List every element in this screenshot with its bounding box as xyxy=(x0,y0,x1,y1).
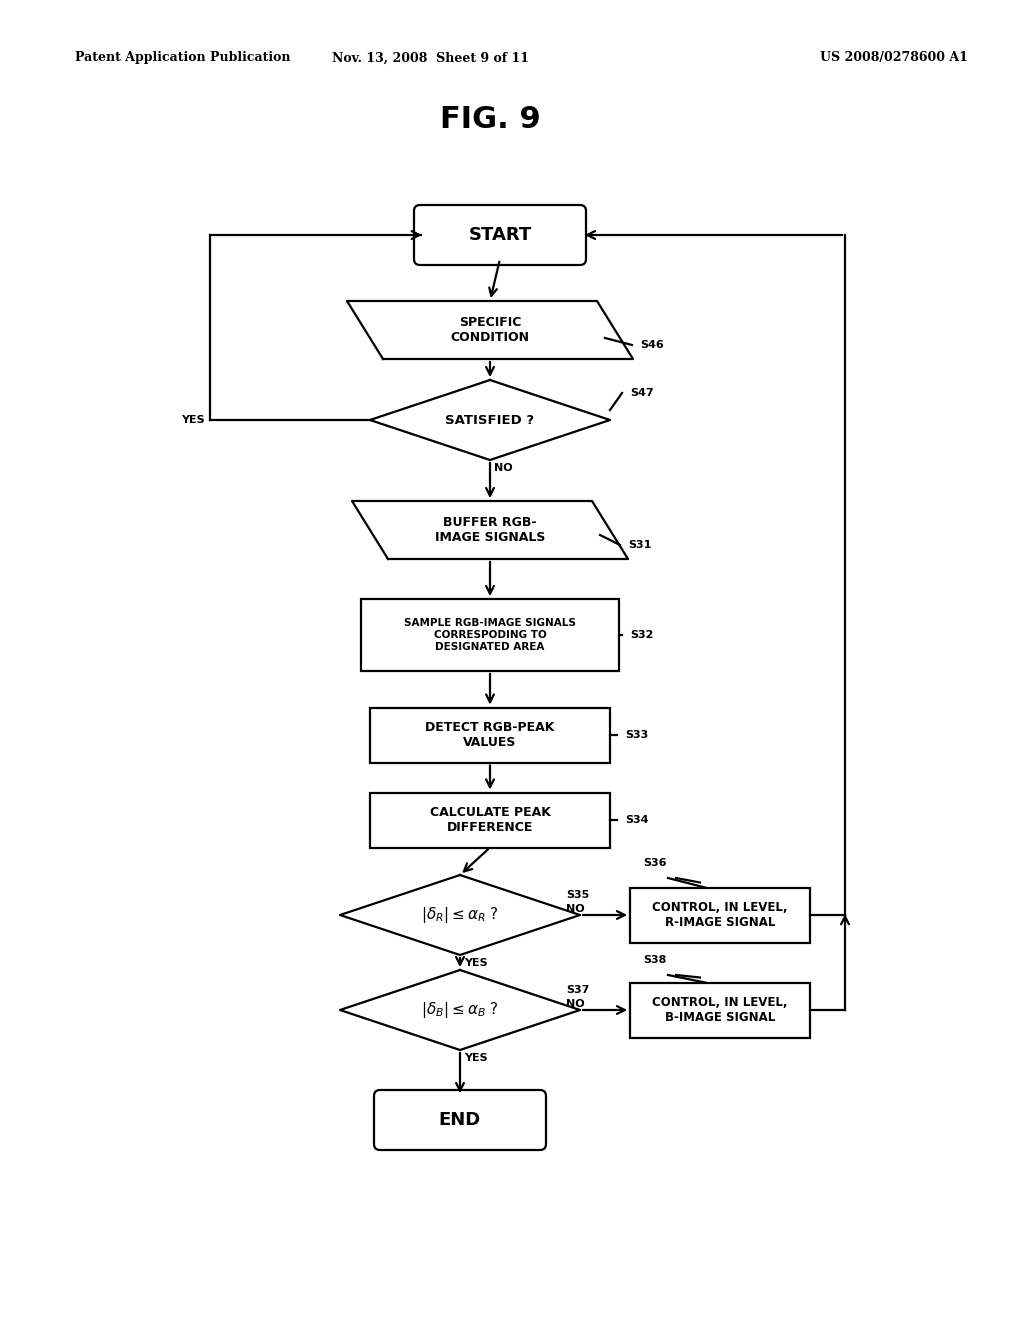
Text: SAMPLE RGB-IMAGE SIGNALS
CORRESPODING TO
DESIGNATED AREA: SAMPLE RGB-IMAGE SIGNALS CORRESPODING TO… xyxy=(404,618,575,652)
Polygon shape xyxy=(340,875,580,954)
Text: DETECT RGB-PEAK
VALUES: DETECT RGB-PEAK VALUES xyxy=(425,721,555,748)
Text: START: START xyxy=(468,226,531,244)
Bar xyxy=(630,887,810,942)
Text: $|\delta_B| \leq \alpha_B$ ?: $|\delta_B| \leq \alpha_B$ ? xyxy=(421,1001,499,1020)
Text: NO: NO xyxy=(566,904,585,913)
Bar xyxy=(370,792,610,847)
Text: CONTROL, IN LEVEL,
B-IMAGE SIGNAL: CONTROL, IN LEVEL, B-IMAGE SIGNAL xyxy=(652,997,787,1024)
Text: NO: NO xyxy=(566,999,585,1008)
Text: CONTROL, IN LEVEL,
R-IMAGE SIGNAL: CONTROL, IN LEVEL, R-IMAGE SIGNAL xyxy=(652,902,787,929)
Bar xyxy=(370,708,610,763)
Bar xyxy=(630,982,810,1038)
Text: END: END xyxy=(439,1111,481,1129)
Polygon shape xyxy=(370,380,610,459)
Text: S31: S31 xyxy=(628,540,651,550)
Text: S38: S38 xyxy=(643,954,667,965)
Polygon shape xyxy=(340,970,580,1049)
Text: S46: S46 xyxy=(640,341,664,350)
Text: FIG. 9: FIG. 9 xyxy=(439,106,541,135)
Text: NO: NO xyxy=(494,463,513,473)
Text: S35: S35 xyxy=(566,890,589,900)
Polygon shape xyxy=(352,502,628,558)
Polygon shape xyxy=(347,301,633,359)
Text: S32: S32 xyxy=(630,630,653,640)
FancyBboxPatch shape xyxy=(414,205,586,265)
Text: S47: S47 xyxy=(630,388,653,399)
Text: S37: S37 xyxy=(566,985,590,995)
Text: Nov. 13, 2008  Sheet 9 of 11: Nov. 13, 2008 Sheet 9 of 11 xyxy=(332,51,528,65)
Text: CALCULATE PEAK
DIFFERENCE: CALCULATE PEAK DIFFERENCE xyxy=(429,807,551,834)
Text: YES: YES xyxy=(464,1053,487,1063)
Text: YES: YES xyxy=(464,958,487,968)
FancyBboxPatch shape xyxy=(374,1090,546,1150)
Text: YES: YES xyxy=(181,414,205,425)
Text: Patent Application Publication: Patent Application Publication xyxy=(75,51,291,65)
Text: S34: S34 xyxy=(625,814,648,825)
Text: $|\delta_R| \leq \alpha_R$ ?: $|\delta_R| \leq \alpha_R$ ? xyxy=(421,906,499,925)
Text: BUFFER RGB-
IMAGE SIGNALS: BUFFER RGB- IMAGE SIGNALS xyxy=(435,516,545,544)
Text: US 2008/0278600 A1: US 2008/0278600 A1 xyxy=(820,51,968,65)
Text: S33: S33 xyxy=(625,730,648,741)
Text: SPECIFIC
CONDITION: SPECIFIC CONDITION xyxy=(451,315,529,345)
Bar xyxy=(361,599,618,671)
Text: S36: S36 xyxy=(643,858,667,869)
Text: SATISFIED ?: SATISFIED ? xyxy=(445,413,535,426)
